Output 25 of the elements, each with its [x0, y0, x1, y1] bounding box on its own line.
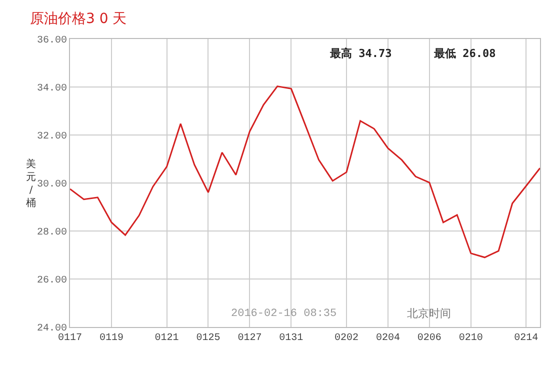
y-tick-label: 28.00: [36, 228, 67, 238]
annotation: 最高 34.73: [329, 47, 392, 60]
line-series: [70, 86, 540, 258]
y-tick-label: 24.00: [36, 324, 67, 334]
x-tick-label: 0119: [99, 333, 124, 344]
chart-title: 原油价格3 0 天: [30, 10, 127, 27]
x-tick-label: 0117: [58, 333, 82, 344]
x-tick-label: 0202: [334, 333, 358, 344]
annotation: 2016-02-16 08:35: [231, 308, 337, 320]
y-tick-label: 26.00: [36, 276, 67, 286]
x-tick-label: 0121: [154, 333, 179, 344]
x-tick-label: 0125: [196, 333, 220, 344]
x-tick-label: 0204: [376, 333, 400, 344]
y-tick-label: 32.00: [36, 132, 67, 142]
y-tick-label: 36.00: [36, 36, 67, 46]
annotation: 北京时间: [407, 307, 451, 321]
y-tick-label: 30.00: [36, 180, 67, 190]
x-tick-label: 0206: [417, 333, 442, 344]
y-tick-label: 34.00: [36, 84, 67, 94]
x-tick-label: 0131: [279, 333, 304, 344]
x-tick-label: 0127: [238, 333, 262, 344]
annotation: 最低 26.08: [433, 47, 496, 60]
x-tick-label: 0210: [458, 333, 483, 344]
x-tick-label: 0214: [514, 333, 538, 344]
y-axis-title: 美元/桶: [26, 158, 36, 209]
